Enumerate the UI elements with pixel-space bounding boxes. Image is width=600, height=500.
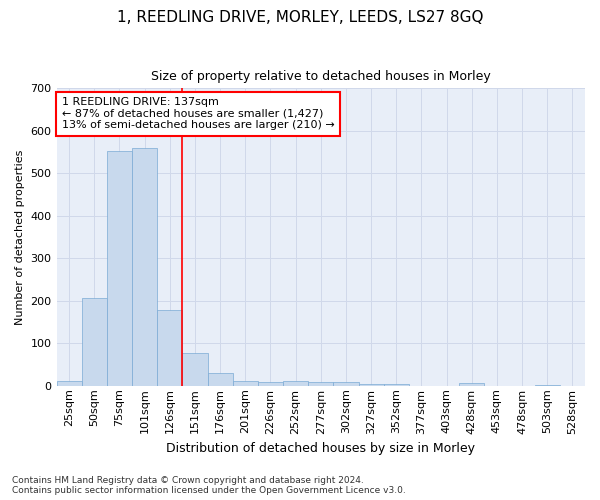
Text: Contains HM Land Registry data © Crown copyright and database right 2024.
Contai: Contains HM Land Registry data © Crown c…	[12, 476, 406, 495]
Bar	[107, 151, 132, 386]
Text: 1, REEDLING DRIVE, MORLEY, LEEDS, LS27 8GQ: 1, REEDLING DRIVE, MORLEY, LEEDS, LS27 8…	[117, 10, 483, 25]
Bar	[233, 380, 258, 386]
Bar	[132, 148, 157, 386]
Y-axis label: Number of detached properties: Number of detached properties	[15, 150, 25, 324]
Bar	[182, 353, 208, 386]
Bar	[157, 310, 182, 386]
Bar	[334, 382, 359, 386]
Bar	[359, 384, 383, 386]
Bar	[82, 298, 107, 386]
Bar	[258, 382, 283, 386]
X-axis label: Distribution of detached houses by size in Morley: Distribution of detached houses by size …	[166, 442, 475, 455]
Bar	[535, 385, 560, 386]
Bar	[308, 382, 334, 386]
Bar	[459, 383, 484, 386]
Title: Size of property relative to detached houses in Morley: Size of property relative to detached ho…	[151, 70, 491, 83]
Bar	[283, 380, 308, 386]
Text: 1 REEDLING DRIVE: 137sqm
← 87% of detached houses are smaller (1,427)
13% of sem: 1 REEDLING DRIVE: 137sqm ← 87% of detach…	[62, 98, 335, 130]
Bar	[383, 384, 409, 386]
Bar	[208, 373, 233, 386]
Bar	[56, 380, 82, 386]
